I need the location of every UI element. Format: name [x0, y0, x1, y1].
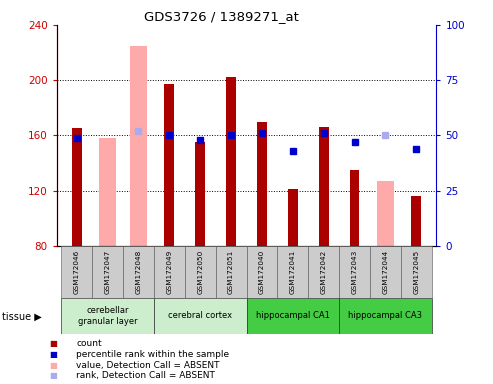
Text: ■: ■: [49, 361, 57, 370]
Bar: [288, 189, 298, 246]
Text: rank, Detection Call = ABSENT: rank, Detection Call = ABSENT: [76, 371, 215, 381]
Bar: [350, 170, 359, 246]
Bar: [130, 46, 147, 246]
Text: GSM172049: GSM172049: [166, 250, 173, 294]
Text: GSM172041: GSM172041: [290, 250, 296, 294]
Bar: [226, 78, 236, 246]
Bar: [123, 246, 154, 298]
Bar: [72, 129, 82, 246]
Text: GDS3726 / 1389271_at: GDS3726 / 1389271_at: [144, 10, 299, 23]
Bar: [61, 298, 154, 334]
Text: GSM172045: GSM172045: [413, 250, 419, 294]
Text: tissue ▶: tissue ▶: [2, 312, 42, 322]
Bar: [377, 181, 394, 246]
Bar: [215, 246, 246, 298]
Text: cerebral cortex: cerebral cortex: [168, 311, 232, 320]
Bar: [339, 298, 432, 334]
Bar: [411, 196, 421, 246]
Text: ■: ■: [49, 350, 57, 359]
Text: GSM172042: GSM172042: [320, 250, 327, 294]
Text: ■: ■: [49, 339, 57, 348]
Bar: [99, 138, 116, 246]
Text: GSM172040: GSM172040: [259, 250, 265, 294]
Text: count: count: [76, 339, 102, 348]
Bar: [154, 246, 185, 298]
Text: GSM172048: GSM172048: [136, 250, 141, 294]
Text: GSM172043: GSM172043: [352, 250, 357, 294]
Bar: [308, 246, 339, 298]
Bar: [164, 84, 175, 246]
Bar: [339, 246, 370, 298]
Bar: [278, 246, 308, 298]
Text: GSM172050: GSM172050: [197, 250, 203, 294]
Bar: [195, 142, 205, 246]
Text: GSM172044: GSM172044: [383, 250, 388, 294]
Bar: [257, 122, 267, 246]
Text: GSM172046: GSM172046: [74, 250, 80, 294]
Text: ■: ■: [49, 371, 57, 381]
Bar: [246, 246, 278, 298]
Text: value, Detection Call = ABSENT: value, Detection Call = ABSENT: [76, 361, 220, 370]
Bar: [154, 298, 246, 334]
Bar: [318, 127, 329, 246]
Text: hippocampal CA1: hippocampal CA1: [256, 311, 330, 320]
Text: hippocampal CA3: hippocampal CA3: [349, 311, 423, 320]
Bar: [401, 246, 432, 298]
Text: cerebellar
granular layer: cerebellar granular layer: [78, 306, 138, 326]
Bar: [92, 246, 123, 298]
Text: GSM172051: GSM172051: [228, 250, 234, 294]
Bar: [246, 298, 339, 334]
Text: percentile rank within the sample: percentile rank within the sample: [76, 350, 230, 359]
Bar: [185, 246, 215, 298]
Text: GSM172047: GSM172047: [105, 250, 110, 294]
Bar: [370, 246, 401, 298]
Bar: [61, 246, 92, 298]
